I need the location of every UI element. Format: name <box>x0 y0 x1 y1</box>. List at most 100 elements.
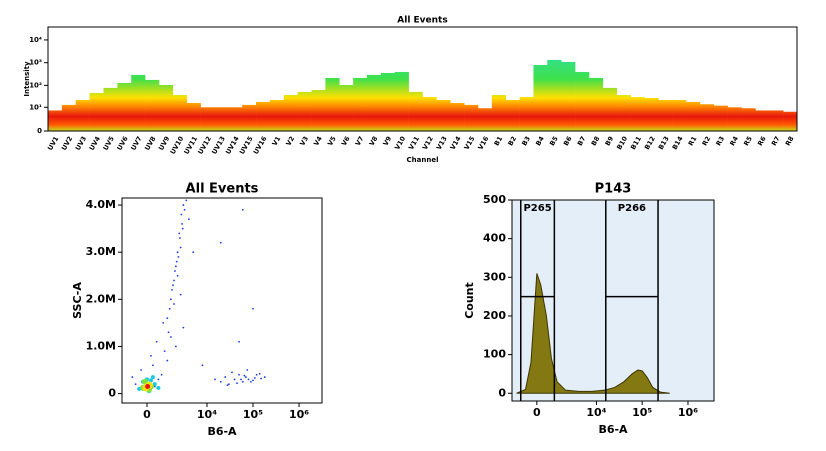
spectrum-column <box>172 95 188 131</box>
scatter-point <box>179 246 182 249</box>
scatter-point <box>169 336 172 338</box>
spectrum-column <box>256 101 271 131</box>
spectrum-column <box>394 71 409 131</box>
scatter-point <box>148 378 153 383</box>
x-tick-label: 10⁶ <box>678 406 698 419</box>
scatter-point <box>183 208 186 211</box>
scatter-point <box>177 256 180 258</box>
scatter-point <box>260 377 262 380</box>
x-tick-label: V3 <box>298 135 310 147</box>
spectrum-column <box>699 104 715 131</box>
x-tick-label: UV6 <box>115 135 130 152</box>
x-tick-label: UV8 <box>143 135 158 152</box>
spectrum-column <box>547 59 562 131</box>
scatter-point <box>252 379 254 382</box>
x-tick-label: R7 <box>770 135 782 147</box>
scatter-point <box>166 359 169 362</box>
x-tick-label: V7 <box>354 135 366 147</box>
scatter-point <box>185 199 188 202</box>
scatter-point <box>241 380 244 383</box>
scatter-point <box>134 383 137 386</box>
x-tick-label: V11 <box>407 135 421 152</box>
plot-frame <box>47 26 798 132</box>
scatter-point <box>174 345 177 348</box>
spectrum-column <box>450 102 465 131</box>
spectrum-column <box>491 95 507 131</box>
plot-frame <box>511 199 715 402</box>
x-tick-label: B8 <box>590 135 602 148</box>
spectrum-column <box>741 108 756 131</box>
scatter-point <box>238 340 241 343</box>
scatter-point <box>167 331 170 334</box>
spectrum-column <box>436 99 451 131</box>
x-tick-label: V6 <box>340 135 352 148</box>
scatter-point <box>179 237 181 239</box>
scatter-point <box>182 204 185 206</box>
scatter-point <box>172 284 174 287</box>
spectrum-column <box>783 111 798 131</box>
scatter-point <box>173 279 175 282</box>
scatter-point <box>182 326 185 329</box>
chart-title: All Events <box>186 182 259 197</box>
x-axis-label: B6-A <box>207 425 237 438</box>
scatter-point <box>263 376 266 378</box>
spectrum-column <box>616 95 631 131</box>
x-tick-label: UV3 <box>74 135 88 152</box>
x-tick-label: V2 <box>284 135 296 147</box>
spectrum-column <box>380 72 396 131</box>
scatter-point <box>150 375 155 380</box>
x-tick-label: V9 <box>382 135 394 148</box>
spectrum-column <box>48 110 63 131</box>
scatter-point <box>163 350 166 353</box>
scatter-point <box>181 223 183 225</box>
spectrum-column <box>588 77 604 131</box>
x-tick-label: B10 <box>615 135 629 152</box>
scatter-point <box>240 378 242 381</box>
scatter-point <box>233 378 236 381</box>
x-tick-label: UV2 <box>60 135 74 152</box>
histogram-area <box>516 273 670 394</box>
scatter-point <box>180 213 183 216</box>
x-tick-label: V8 <box>368 135 380 148</box>
scatter-point <box>226 384 229 386</box>
x-axis-label: B6-A <box>598 423 628 436</box>
y-tick-label: 500 <box>483 193 506 206</box>
scatter-point <box>181 227 184 230</box>
spectrum-column <box>575 71 590 131</box>
scatter-point <box>178 232 181 235</box>
y-tick-label: 400 <box>483 232 506 245</box>
x-tick-label: B6 <box>562 135 574 148</box>
spectrum-column <box>519 97 534 131</box>
x-tick-label: 10⁵ <box>243 408 263 421</box>
spectrum-column <box>339 84 354 131</box>
scatter-point <box>160 373 163 376</box>
spectrum-column <box>214 107 229 131</box>
x-tick-label: V10 <box>393 135 407 152</box>
scatter-point <box>155 340 158 343</box>
spectrum-column <box>61 104 77 131</box>
y-axis-label: Count <box>463 282 476 319</box>
scatter-point <box>243 374 246 377</box>
x-tick-label: 10⁵ <box>632 406 652 419</box>
x-tick-label: V13 <box>435 135 449 151</box>
x-tick-label: B2 <box>506 135 518 147</box>
spectrum-column <box>533 64 548 131</box>
scatter-point <box>176 274 179 277</box>
scatter-point <box>150 354 152 357</box>
gate-label: P266 <box>618 203 646 214</box>
x-tick-label: 10⁴ <box>586 406 606 419</box>
x-tick-label: B7 <box>576 135 588 147</box>
x-tick-label: B4 <box>534 135 546 148</box>
scatter-point <box>236 382 238 385</box>
spectrum-column <box>353 77 368 131</box>
y-tick-label: 200 <box>483 309 506 322</box>
scatter-point <box>238 373 241 376</box>
scatter-point <box>201 364 204 367</box>
scatter-point <box>179 293 182 296</box>
x-tick-label: V1 <box>271 135 283 148</box>
scatter-point <box>244 376 247 378</box>
x-tick-label: B13 <box>657 135 671 151</box>
scatter-point <box>131 376 134 378</box>
x-tick-label: R6 <box>756 135 768 148</box>
